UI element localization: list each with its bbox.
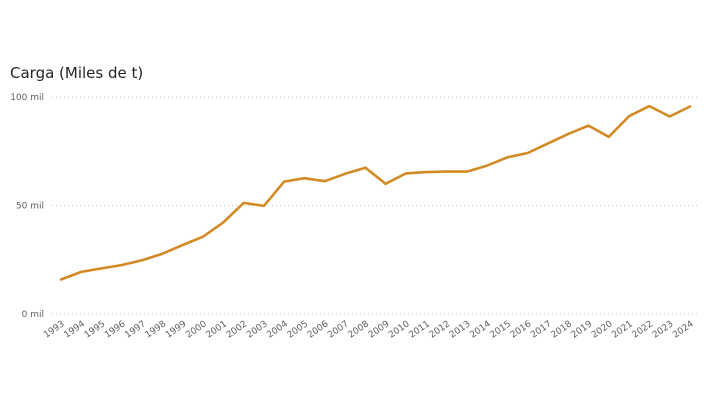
x-tick-label: 2014 bbox=[468, 319, 493, 340]
x-tick-label: 2019 bbox=[570, 319, 595, 340]
x-tick-label: 2015 bbox=[489, 319, 513, 340]
x-tick-label: 2012 bbox=[428, 319, 452, 340]
series-line[interactable] bbox=[59, 104, 692, 281]
x-tick-label: 1995 bbox=[83, 319, 107, 340]
x-tick-label: 2004 bbox=[265, 319, 290, 340]
x-tick-label: 1998 bbox=[144, 319, 169, 340]
x-tick-label: 2020 bbox=[590, 319, 615, 340]
x-tick-label: 2010 bbox=[387, 319, 412, 340]
y-tick-label: 50 mil bbox=[16, 202, 44, 212]
x-tick-label: 1994 bbox=[63, 319, 88, 340]
x-tick-label: 2008 bbox=[347, 319, 372, 340]
x-tick-label: 2005 bbox=[286, 319, 310, 340]
x-tick-label: 2022 bbox=[631, 319, 655, 340]
x-tick-label: 1999 bbox=[164, 319, 189, 340]
x-tick-label: 1993 bbox=[42, 319, 66, 340]
y-tick-label: 100 mil bbox=[10, 93, 44, 103]
x-tick-label: 2017 bbox=[529, 319, 553, 340]
x-tick-label: 1996 bbox=[103, 319, 128, 340]
x-tick-label: 2000 bbox=[184, 319, 209, 340]
x-tick-label: 2021 bbox=[610, 319, 634, 340]
x-tick-label: 2006 bbox=[306, 319, 331, 340]
x-tick-label: 2009 bbox=[367, 319, 392, 340]
x-tick-label: 2001 bbox=[205, 319, 229, 340]
chart-title: Carga (Miles de t) bbox=[10, 64, 144, 82]
x-tick-label: 2018 bbox=[549, 319, 574, 340]
x-tick-label: 2013 bbox=[448, 319, 472, 340]
x-tick-label: 2024 bbox=[671, 319, 696, 340]
x-tick-label: 1997 bbox=[123, 319, 147, 340]
x-tick-label: 2003 bbox=[245, 319, 269, 340]
x-tick-label: 2011 bbox=[407, 319, 431, 340]
x-tick-label: 2016 bbox=[509, 319, 534, 340]
y-tick-label: 0 mil bbox=[22, 310, 44, 320]
x-tick-label: 2007 bbox=[326, 319, 350, 340]
x-tick-label: 2002 bbox=[225, 319, 249, 340]
x-tick-label: 2023 bbox=[651, 319, 675, 340]
